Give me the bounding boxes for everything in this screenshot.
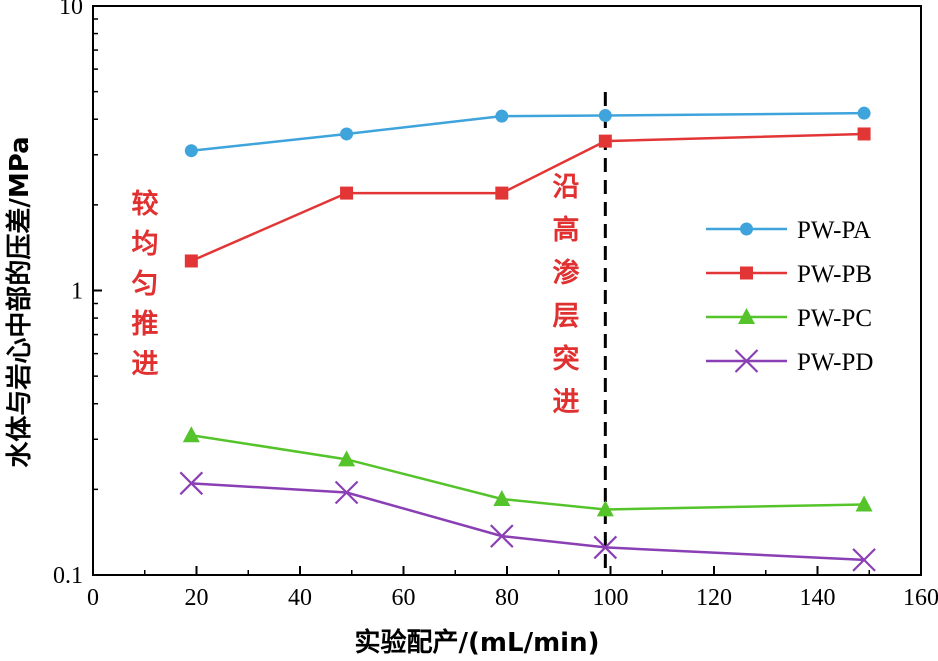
data-point-pw-pa [495, 109, 509, 123]
data-point-pw-pc [493, 489, 511, 506]
legend-label-pw-pd: PW-PD [797, 349, 873, 376]
series-line-pw-pc [191, 433, 865, 511]
x-tick-label: 160 [903, 585, 938, 611]
data-point-pw-pc [596, 500, 614, 517]
data-point-pw-pb [184, 254, 198, 268]
data-point-pw-pd [593, 535, 618, 560]
data-point-pw-pb [857, 127, 871, 141]
x-axis-title: 实验配产/(mL/min) [355, 627, 600, 658]
data-point-pw-pd [334, 480, 359, 505]
axis-ticks: 0 20 40 60 80 100 120 140 160 0.1 1 10 [53, 0, 938, 611]
data-point-pw-pa [598, 109, 612, 123]
x-tick-label: 0 [87, 585, 99, 611]
legend-item-pw-pd: PW-PD [706, 349, 873, 376]
data-point-pw-pa [857, 106, 871, 120]
annotation-uniform-char: 较 [132, 188, 159, 220]
x-tick-label: 20 [185, 585, 209, 611]
marker-stroke [490, 524, 514, 548]
annotation-breakthrough-char: 高 [553, 214, 580, 246]
data-point-pw-pa [184, 144, 198, 158]
plot-frame [92, 5, 922, 576]
annotation-uniform-char: 均 [132, 229, 159, 260]
x-tick-label: 100 [593, 585, 629, 611]
data-point-pw-pc [182, 426, 200, 443]
x-tick-label: 140 [800, 585, 836, 611]
legend-item-pw-pb: PW-PB [706, 261, 872, 288]
x-tick-label: 40 [288, 585, 312, 611]
legend-label-pw-pc: PW-PC [797, 305, 872, 332]
annotation-breakthrough-char: 突 [553, 343, 580, 375]
marker-stroke [334, 480, 359, 505]
data-point-pw-pc [855, 495, 873, 512]
marker-stroke [852, 548, 876, 572]
annotation-breakthrough-char: 渗 [553, 257, 581, 289]
x-tick-label: 80 [495, 585, 519, 611]
legend-marker-pw-pb [740, 266, 753, 280]
y-tick-label: 0.1 [53, 563, 83, 589]
y-tick-label: 1 [71, 279, 83, 305]
legend-marker-pw-pc [738, 308, 755, 324]
legend: PW-PA PW-PB PW-PC PW-PD [706, 217, 873, 376]
data-point-pw-pb [340, 186, 354, 200]
data-point-pw-pc [338, 450, 356, 467]
plot-area [92, 5, 922, 576]
series-line-pw-pb [190, 132, 865, 263]
data-point-pw-pa [340, 127, 354, 141]
x-tick-label: 60 [392, 585, 416, 611]
data-point-pw-pb [495, 186, 509, 200]
legend-label-pw-pb: PW-PB [797, 261, 872, 288]
y-tick-label: 10 [59, 0, 83, 20]
x-tick-label: 120 [696, 585, 732, 611]
annotation-uniform-char: 进 [132, 349, 159, 380]
y-axis-title: 水体与岩心中部的压差/MPa [4, 136, 35, 467]
series-pw-pb [184, 127, 871, 268]
series-line-pw-pa [191, 111, 865, 152]
legend-item-pw-pa: PW-PA [706, 217, 871, 244]
marker-stroke [593, 535, 618, 560]
legend-label-pw-pa: PW-PA [797, 217, 871, 244]
data-point-pw-pd [490, 524, 514, 548]
data-point-pw-pd [179, 471, 204, 496]
annotation-breakthrough-char: 沿 [553, 172, 580, 203]
legend-marker-pw-pa [740, 222, 753, 236]
series-pw-pa [184, 106, 871, 158]
legend-marker-pw-pd [734, 349, 759, 373]
marker-stroke [179, 471, 204, 496]
annotation-breakthrough-char: 层 [553, 301, 580, 332]
data-point-pw-pb [598, 134, 612, 148]
annotation-uniform-char: 推 [132, 309, 159, 340]
annotation-uniform-char: 匀 [132, 269, 159, 300]
annotation-breakthrough-char: 进 [553, 387, 580, 418]
marker-stroke [734, 349, 759, 373]
series-line-pw-pd [191, 482, 865, 562]
series-pw-pd [179, 471, 876, 572]
series-pw-pc [182, 426, 873, 517]
series-group [179, 106, 876, 572]
legend-item-pw-pc: PW-PC [706, 305, 872, 332]
data-point-pw-pd [852, 548, 876, 572]
